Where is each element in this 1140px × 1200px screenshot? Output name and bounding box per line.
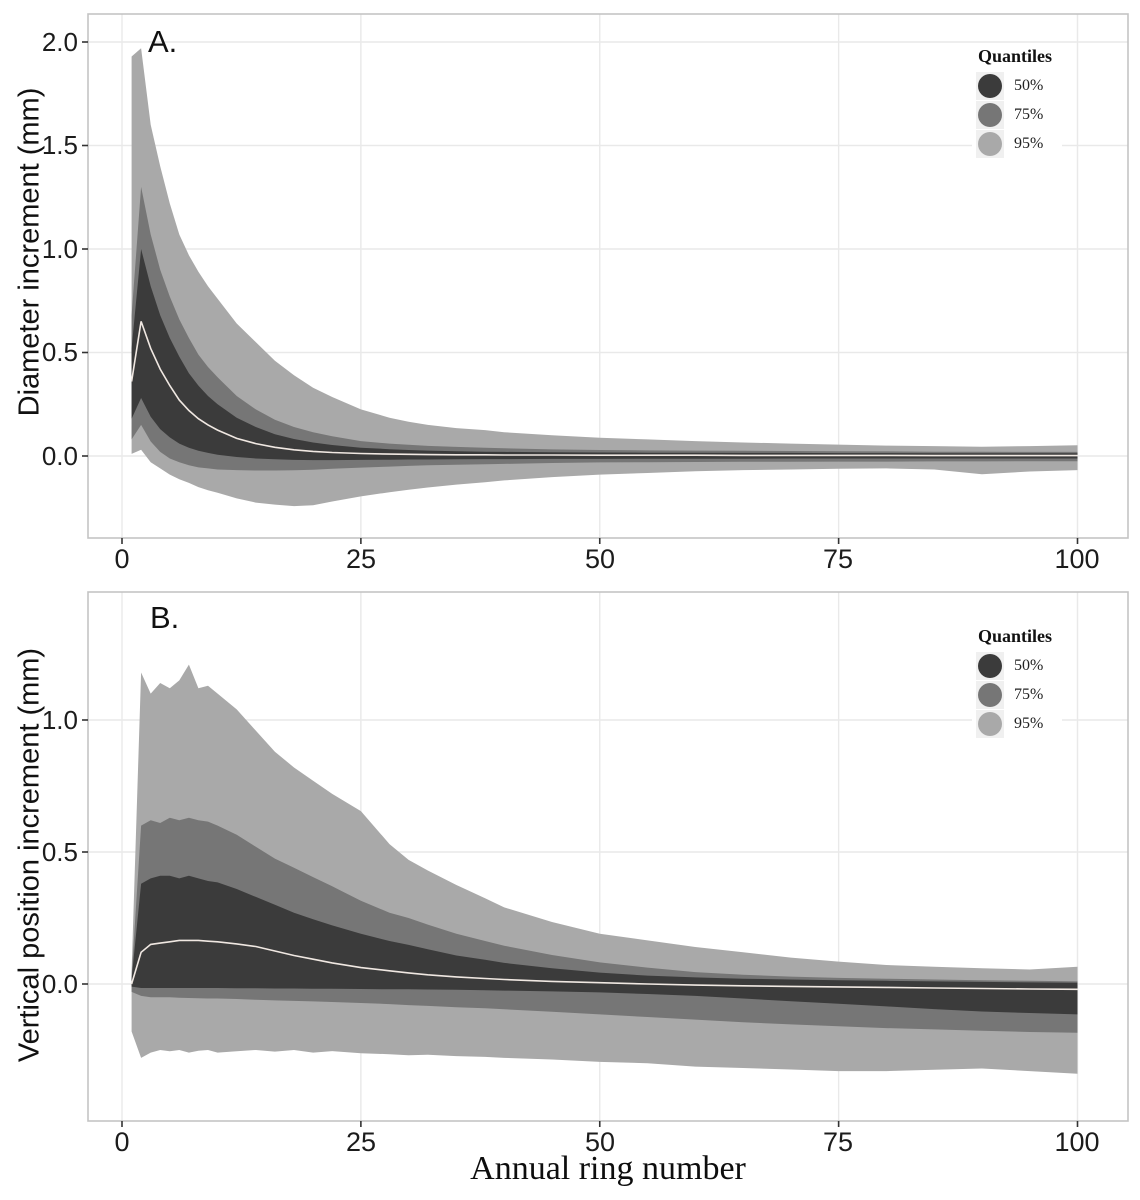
panel-b-x-tick: 0	[114, 1127, 130, 1157]
panel-border	[87, 591, 1129, 1122]
quantile-75-swatch-icon	[978, 682, 1002, 707]
median-line	[130, 321, 1078, 457]
quantile-95-swatch-icon	[978, 711, 1002, 736]
legend-key	[976, 680, 1004, 709]
legend-item-75: 75%	[976, 680, 1052, 709]
panel-b-y-tick: 1.0	[41, 705, 78, 735]
panel-a-y-tick: 1.5	[41, 130, 78, 160]
panel-a-label: A.	[148, 24, 178, 59]
panel-a-x-tick: 0	[114, 544, 130, 574]
legend-key	[976, 129, 1004, 158]
legend-label: 50%	[1014, 76, 1044, 94]
x-axis-title: Annual ring number	[470, 1150, 746, 1187]
quantile-75-swatch-icon	[978, 102, 1002, 127]
legend-label: 75%	[1014, 685, 1044, 703]
legend-key	[976, 709, 1004, 738]
quantile-95-swatch-icon	[978, 131, 1002, 156]
panel-b-y-tick: 0.5	[41, 837, 78, 867]
panel-a-legend: Quantiles 50% 75% 95%	[972, 44, 1063, 162]
legend-item-95: 95%	[976, 129, 1052, 158]
panel-a-x-tick: 75	[822, 544, 854, 574]
median-line	[130, 939, 1078, 991]
legend-label: 50%	[1014, 656, 1044, 674]
panel-b-legend: Quantiles 50% 75% 95%	[972, 624, 1063, 742]
legend-key	[976, 651, 1004, 680]
panel-a-x-tick: 25	[345, 544, 377, 574]
legend-label: 75%	[1014, 105, 1044, 123]
legend-label: 95%	[1014, 134, 1044, 152]
legend-title: Quantiles	[978, 46, 1053, 66]
panel-a-x-tick: 100	[1054, 544, 1100, 574]
panel-a-x-tick: 50	[584, 544, 616, 574]
panel-a-y-tick: 2.0	[41, 27, 78, 57]
panel-a-y-tick: 0.5	[41, 337, 78, 367]
panel-b-x-tick: 25	[345, 1127, 377, 1157]
band-50-quantile-band	[131, 875, 1078, 1015]
panel-b-x-tick: 100	[1054, 1127, 1100, 1157]
panel-a-y-tick: 0.0	[41, 441, 78, 471]
legend-item-95: 95%	[976, 709, 1052, 738]
panel-b-x-tick: 75	[822, 1127, 854, 1157]
panel-b-y-tick: 0.0	[41, 969, 78, 999]
panel-b-plot-area	[82, 591, 1129, 1127]
legend-item-50: 50%	[976, 71, 1052, 100]
quantile-50-swatch-icon	[978, 73, 1002, 98]
legend-item-75: 75%	[976, 100, 1052, 129]
panel-b-x-tick: 50	[584, 1127, 616, 1157]
legend-title: Quantiles	[978, 626, 1053, 646]
panel-b-label: B.	[150, 600, 180, 635]
panel-a-plot-area	[82, 13, 1129, 544]
panel-a-y-tick: 1.0	[41, 234, 78, 264]
legend-item-50: 50%	[976, 651, 1052, 680]
legend-label: 95%	[1014, 714, 1044, 732]
legend-key	[976, 100, 1004, 129]
quantile-50-swatch-icon	[978, 653, 1002, 678]
panel-border	[87, 13, 1129, 539]
legend-key	[976, 71, 1004, 100]
band-50-quantile-band	[131, 249, 1078, 461]
